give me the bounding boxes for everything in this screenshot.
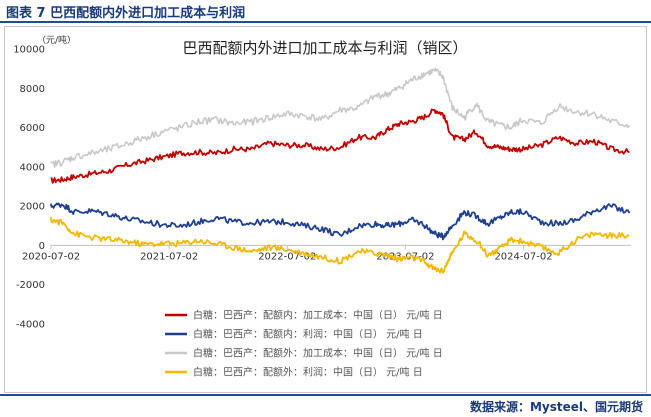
y-tick-label: -4000 bbox=[16, 320, 45, 331]
series-line-2 bbox=[49, 202, 631, 241]
x-tick-label: 2020-07-02 bbox=[22, 251, 80, 262]
figure-header: 图表 7 巴西配额内外进口加工成本与利润 bbox=[0, 0, 651, 23]
y-tick-label: 4000 bbox=[20, 162, 45, 173]
x-tick-label: 2024-07-02 bbox=[494, 251, 552, 262]
legend-label-1: 白糖：巴西产：配额内：加工成本：中国（日） 元/吨 日 bbox=[193, 309, 443, 322]
figure-label: 图表 7 巴西配额内外进口加工成本与利润 bbox=[6, 6, 246, 21]
legend-label-4: 白糖：巴西产：配额外：利润：中国（日） 元/吨 日 bbox=[193, 366, 423, 379]
y-tick-label: 0 bbox=[39, 241, 45, 252]
x-tick-label: 2021-07-02 bbox=[140, 251, 198, 262]
source-note: 数据来源：Mysteel、国元期货 bbox=[469, 400, 643, 414]
x-tick-label: 2022-07-02 bbox=[258, 251, 316, 262]
y-unit-label: （元/吨） bbox=[37, 34, 76, 46]
chart-svg: 巴西配额内外进口加工成本与利润（销区） （元/吨） 10000 8000 6000 4… bbox=[13, 34, 631, 379]
header-rule bbox=[0, 21, 651, 23]
footer-rule bbox=[0, 394, 651, 396]
y-tick-label: 10000 bbox=[13, 45, 45, 56]
series-line-3 bbox=[50, 67, 631, 168]
y-tick-label: -2000 bbox=[16, 280, 45, 291]
y-tick-label: 8000 bbox=[20, 84, 45, 95]
series-line-4 bbox=[49, 216, 630, 274]
series-line-1 bbox=[50, 108, 630, 184]
chart-title: 巴西配额内外进口加工成本与利润（销区） bbox=[182, 39, 467, 57]
legend: 白糖：巴西产：配额内：加工成本：中国（日） 元/吨 日白糖：巴西产：配额内：利润… bbox=[165, 309, 443, 379]
legend-label-2: 白糖：巴西产：配额内：利润：中国（日） 元/吨 日 bbox=[193, 328, 423, 341]
y-tick-label: 6000 bbox=[20, 123, 45, 134]
chart-frame: 巴西配额内外进口加工成本与利润（销区） （元/吨） 10000 8000 6000 4… bbox=[4, 26, 647, 393]
legend-label-3: 白糖：巴西产：配额外：加工成本：中国（日） 元/吨 日 bbox=[193, 347, 443, 360]
y-tick-label: 2000 bbox=[20, 202, 45, 213]
y-axis: 10000 8000 6000 4000 2000 0 -2000 -4000 bbox=[13, 45, 45, 331]
series-layer bbox=[49, 67, 631, 274]
